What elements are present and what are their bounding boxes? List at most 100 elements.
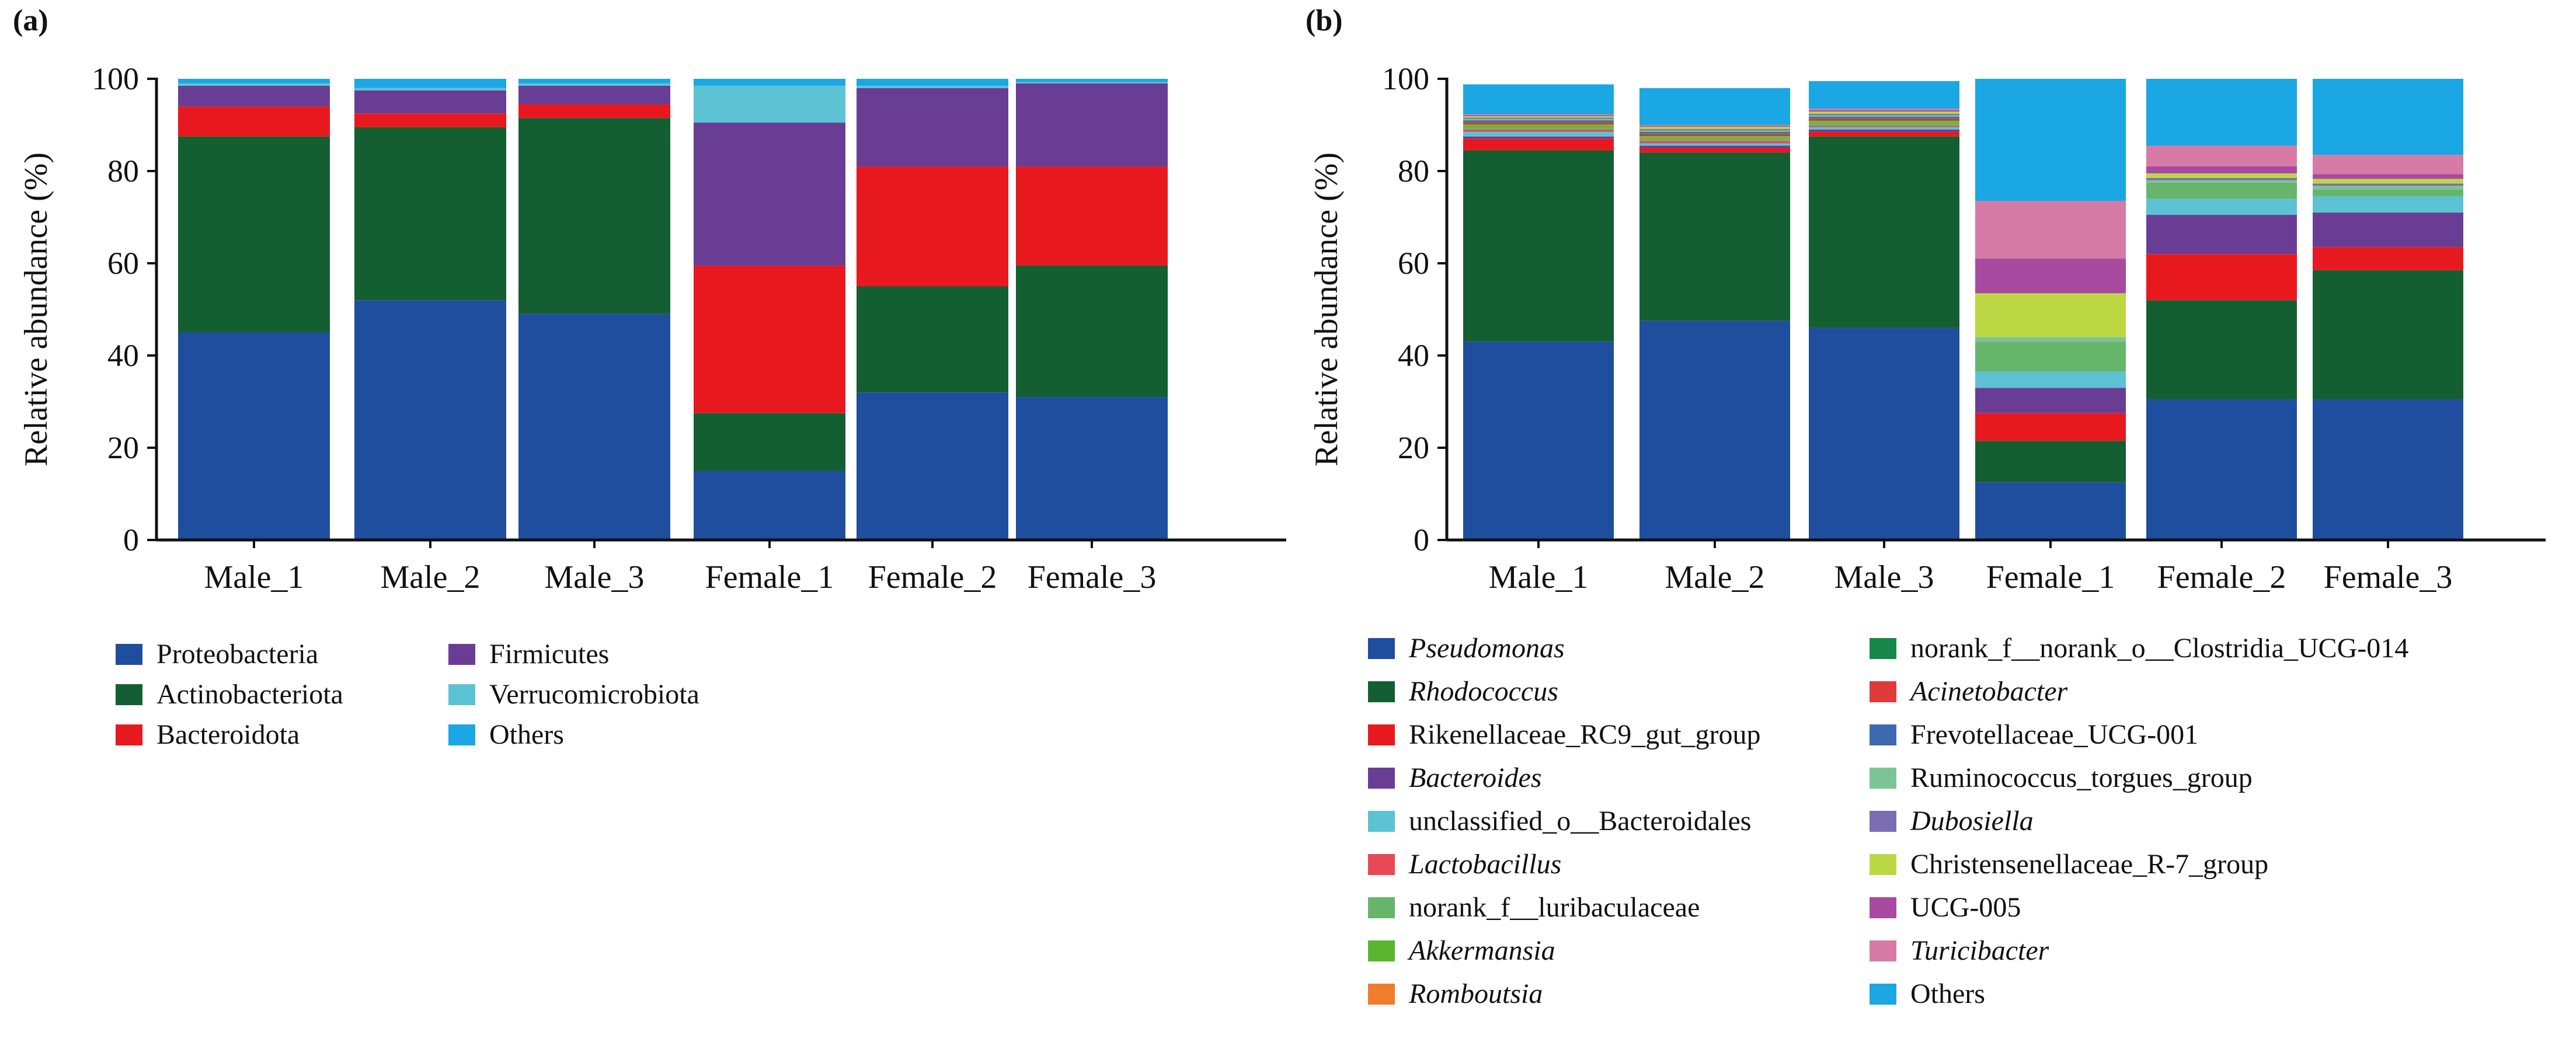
- legend-item: Akkermansia: [1368, 935, 1555, 967]
- bar-segment-male_2-ucg-005: [1639, 126, 1790, 127]
- bar-segment-male_2-others: [354, 79, 506, 88]
- legend-swatch: [1870, 897, 1896, 918]
- bar-segment-male_2-verrucomicrobiota: [354, 88, 506, 90]
- x-tick-label: Female_1: [705, 559, 834, 595]
- legend-label: Others: [1910, 978, 1985, 1009]
- bar-segment-female_3-dubosiella: [2313, 183, 2463, 186]
- legend-swatch: [1870, 940, 1896, 961]
- bar-segment-male_3-proteobacteria: [518, 313, 670, 540]
- y-tick-label: 100: [92, 61, 139, 96]
- legend-item: Christensenellaceae_R-7_group: [1870, 848, 2268, 880]
- bar-segment-female_3-ucg-005: [2313, 174, 2463, 179]
- legend-label: Rikenellaceae_RC9_gut_group: [1409, 719, 1761, 750]
- x-tick-label: Male_2: [1665, 559, 1764, 595]
- bar-segment-male_2-turicibacter: [1639, 125, 1790, 126]
- legend-item: Bacteroides: [1368, 762, 1541, 794]
- panel-b-label: (b): [1306, 4, 1343, 37]
- bar-segment-female_1-unclassified-o-bacteroidales: [1975, 371, 2126, 388]
- bar-segment-male_1-proteobacteria: [178, 332, 330, 540]
- bar-segment-female_2-firmicutes: [857, 88, 1008, 167]
- legend-label: Actinobacteriota: [156, 679, 343, 710]
- bar-segment-female_2-pseudomonas: [2146, 399, 2297, 540]
- x-tick-label: Female_3: [2324, 559, 2453, 595]
- bar-segment-male_3-akkermansia: [1809, 122, 1959, 124]
- bar-segment-male_3-romboutsia: [1809, 120, 1959, 123]
- bar-segment-male_3-dubosiella: [1809, 114, 1959, 116]
- bar-segment-female_2-rikenellaceae-rc9-gut-group: [2146, 254, 2297, 301]
- legend-swatch: [448, 724, 475, 745]
- legend-item: norank_f__luribaculaceae: [1368, 891, 1700, 923]
- bar-segment-female_1-actinobacteriota: [694, 413, 845, 471]
- bar-segment-female_2-actinobacteriota: [857, 286, 1008, 393]
- legend-label: Bacteroides: [1409, 762, 1542, 793]
- bar-segment-female_3-others: [1016, 79, 1168, 82]
- bar-segment-male_3-acinetobacter: [1809, 118, 1959, 120]
- bar-segment-male_3-unclassified-o-bacteroidales: [1809, 127, 1959, 130]
- bar-segment-female_1-firmicutes: [694, 123, 845, 266]
- bar-segment-male_1-norank-f-luribaculaceae: [1463, 127, 1614, 130]
- legend-label: Pseudomonas: [1409, 633, 1565, 664]
- bar-segment-male_2-others: [1639, 88, 1790, 125]
- bar-segment-female_2-proteobacteria: [857, 392, 1008, 540]
- x-tick-label: Male_1: [204, 559, 304, 595]
- y-tick-label: 40: [107, 338, 139, 373]
- legend-label: Frevotellaceae_UCG-001: [1910, 719, 2199, 750]
- bar-segment-male_2-proteobacteria: [354, 300, 506, 540]
- bar-segment-female_1-bacteroides: [1975, 388, 2126, 413]
- bar-segment-female_1-others: [1975, 79, 2126, 201]
- bar-segment-male_3-bacteroidota: [518, 104, 670, 119]
- bar-segment-female_3-christensenellaceae-r-7-group: [2313, 179, 2463, 184]
- legend-swatch: [1870, 767, 1896, 789]
- legend-label: unclassified_o__Bacteroidales: [1409, 806, 1752, 837]
- x-tick-label: Male_3: [1834, 559, 1934, 595]
- bar-segment-female_1-rhodococcus: [1975, 441, 2126, 483]
- legend-item: Proteobacteria: [116, 638, 318, 670]
- legend-swatch: [1368, 810, 1395, 832]
- bar-segment-male_2-rhodococcus: [1639, 152, 1790, 321]
- legend-swatch: [1368, 767, 1395, 789]
- bar-segment-male_2-frevotellaceae-ucg-001: [1639, 131, 1790, 134]
- y-tick-label: 80: [1398, 154, 1429, 189]
- legend-swatch: [1368, 681, 1395, 702]
- bar-segment-male_1-romboutsia: [1463, 124, 1614, 126]
- legend-swatch: [1870, 637, 1896, 659]
- legend-item: Firmicutes: [448, 638, 609, 670]
- chart-b: Male_1 Male_2 Male_3 Female_1 Female_2 Female…: [1308, 61, 2546, 595]
- y-axis-label: Relative abundance (%): [18, 152, 54, 466]
- bar-segment-female_1-ruminococcus-torgues-group: [1975, 337, 2126, 342]
- bar-segment-male_2-bacteroides: [1639, 145, 1790, 148]
- legend-swatch: [116, 684, 142, 705]
- bar-segment-male_3-bacteroides: [1809, 129, 1959, 132]
- x-tick-label: Female_3: [1028, 559, 1157, 595]
- bar-segment-male_2-unclassified-o-bacteroidales: [1639, 143, 1790, 146]
- bar-segment-female_2-norank-f-luribaculaceae: [2146, 182, 2297, 199]
- bar-segment-male_1-others: [1463, 84, 1614, 114]
- bar-segment-male_3-rhodococcus: [1809, 136, 1959, 328]
- legend-swatch: [1368, 897, 1395, 918]
- bar-segment-female_3-firmicutes: [1016, 83, 1168, 167]
- bar-segment-female_2-ucg-005: [2146, 166, 2297, 173]
- bar-segment-male_2-dubosiella: [1639, 129, 1790, 131]
- y-tick-label: 80: [107, 154, 139, 189]
- bar-segment-male_3-ucg-005: [1809, 110, 1959, 112]
- bar-segment-male_3-firmicutes: [518, 85, 670, 104]
- legend-swatch: [1368, 724, 1395, 745]
- bar-segment-male_1-ruminococcus-torgues-group: [1463, 119, 1614, 121]
- bar-segment-male_2-rikenellaceae-rc9-gut-group: [1639, 148, 1790, 153]
- bar-segment-female_3-unclassified-o-bacteroidales: [2313, 196, 2463, 213]
- legend-item: Pseudomonas: [1368, 632, 1565, 664]
- bar-segment-male_3-norank-f-luribaculaceae: [1809, 123, 1959, 126]
- bar-segment-male_3-others: [518, 79, 670, 83]
- bar-segment-male_3-others: [1809, 81, 1959, 109]
- bar-segment-male_1-bacteroidota: [178, 106, 330, 137]
- legend-label: Rhodococcus: [1409, 676, 1558, 707]
- bar-segment-male_3-turicibacter: [1809, 109, 1959, 110]
- bar-segment-male_2-acinetobacter: [1639, 133, 1790, 135]
- bar-segment-female_3-bacteroidota: [1016, 166, 1168, 266]
- legend-swatch: [1368, 940, 1395, 961]
- legend-item: Bacteroidota: [116, 719, 300, 751]
- bar-segment-male_1-unclassified-o-bacteroidales: [1463, 131, 1614, 137]
- legend-item: Frevotellaceae_UCG-001: [1870, 719, 2198, 751]
- legend-label: Proteobacteria: [156, 639, 319, 670]
- legend-label: Acinetobacter: [1910, 676, 2068, 707]
